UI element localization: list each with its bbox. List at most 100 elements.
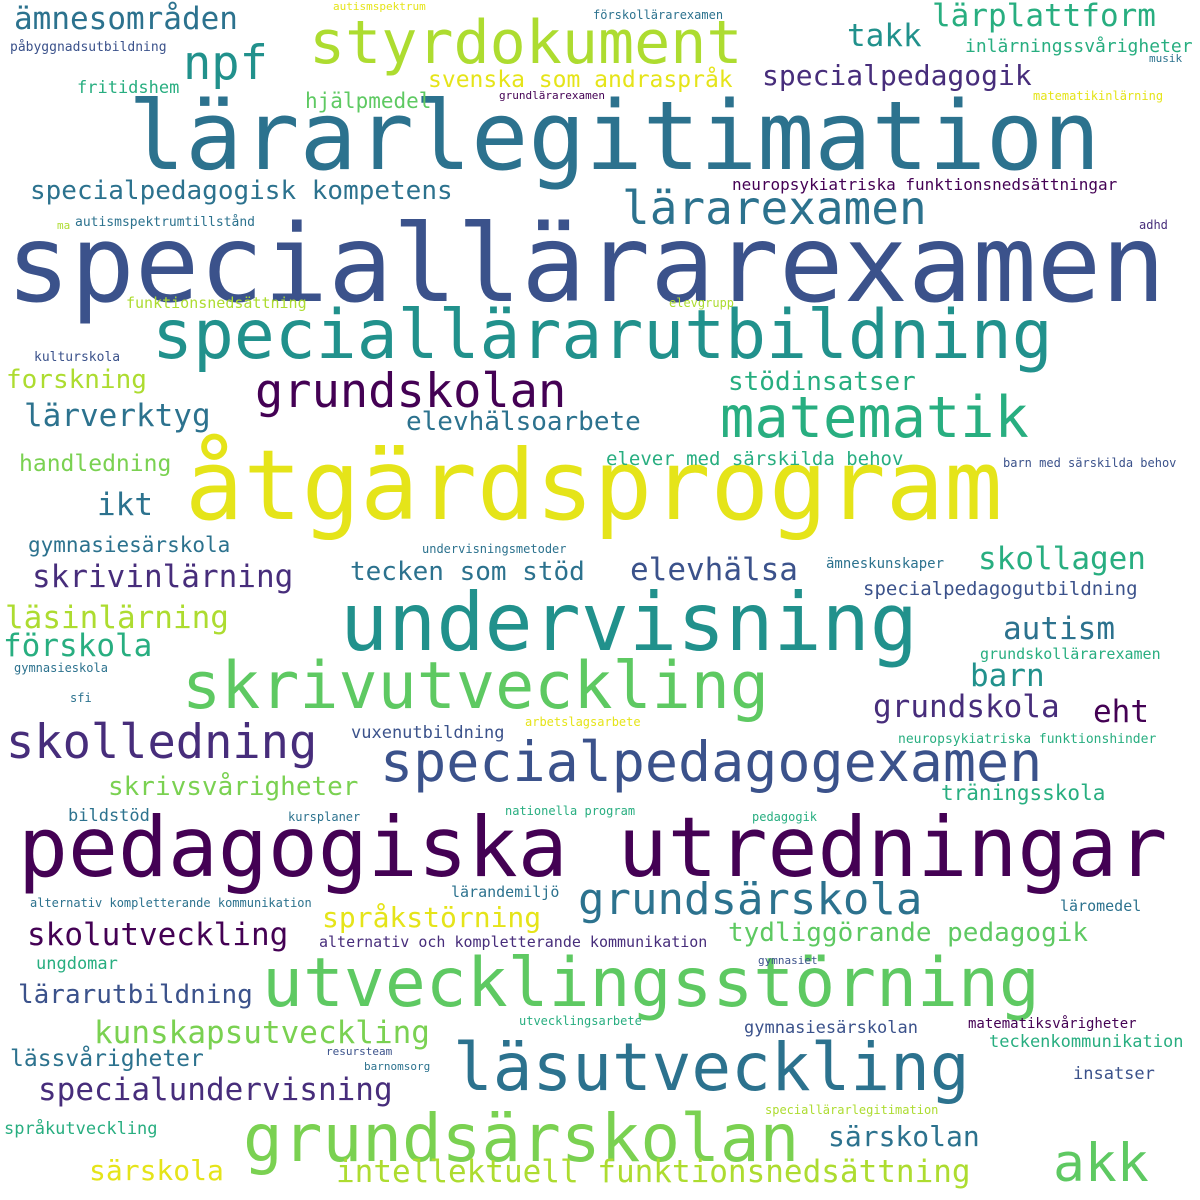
word: gymnasieskola: [14, 661, 108, 675]
word: skolledning: [6, 715, 318, 770]
word: stödinsatser: [728, 367, 916, 397]
word: teckenkommunikation: [989, 1032, 1184, 1052]
word: matematikinlärning: [1033, 89, 1164, 103]
word: läromedel: [1060, 897, 1142, 915]
word: grundskola: [873, 689, 1060, 725]
word: resursteam: [326, 1045, 393, 1058]
word: lärandemiljö: [451, 883, 560, 901]
word: insatser: [1073, 1064, 1155, 1084]
word: neuropsykiatriska funktionsnedsättningar: [732, 175, 1118, 194]
word: pedagogiska utredningar: [18, 799, 1168, 896]
word: elever med särskilda behov: [606, 448, 904, 470]
word: kunskapsutveckling: [94, 1015, 430, 1051]
word: sfi: [70, 691, 92, 705]
word: elevhälsa: [630, 552, 798, 588]
word: förskollärarexamen: [593, 8, 724, 22]
word: elevhälsoarbete: [406, 407, 641, 437]
word: autismspektrumtillstånd: [75, 215, 256, 230]
word: lässvårigheter: [10, 1046, 204, 1072]
word: träningsskola: [941, 781, 1106, 805]
word: språkstörning: [322, 901, 542, 934]
word: specialpedagogexamen: [380, 730, 1043, 794]
word: nationella program: [505, 804, 636, 818]
word: specialundervisning: [38, 1072, 393, 1108]
word: inlärningssvårigheter: [965, 36, 1193, 57]
word: skrivsvårigheter: [108, 772, 359, 802]
word: ikt: [97, 487, 153, 523]
word: fritidshem: [77, 78, 180, 98]
word: elevgrupp: [669, 296, 735, 310]
word: tecken som stöd: [350, 557, 585, 587]
word: pedagogik: [752, 810, 818, 824]
word: lärarutbildning: [18, 980, 253, 1010]
word: barn: [970, 658, 1045, 694]
word: skollagen: [978, 541, 1146, 577]
word: barnomsorg: [364, 1060, 431, 1073]
word: forskning: [6, 365, 147, 395]
word: ämneskunskaper: [826, 556, 945, 572]
word: autismspektrum: [333, 0, 426, 13]
word: grundskollärarexamen: [980, 645, 1161, 663]
word: specialpedagogisk kompetens: [30, 176, 453, 206]
word: autism: [1003, 611, 1115, 647]
word: alternativ kompletterande kommunikation: [30, 896, 312, 910]
word: grundskolan: [255, 364, 567, 419]
word: utvecklingsarbete: [519, 1014, 642, 1028]
word: funktionsnedsättning: [126, 294, 307, 312]
word: vuxenutbildning: [351, 723, 505, 743]
word: lärverktyg: [24, 398, 211, 434]
word: skolutveckling: [27, 917, 289, 953]
word: grundsärskolan: [243, 1100, 800, 1177]
word: undervisningsmetoder: [422, 542, 567, 556]
word: intellektuell funktionsnedsättning: [336, 1154, 971, 1190]
word: undervisning: [340, 576, 918, 669]
word: gymnasiesärskolan: [744, 1018, 918, 1038]
word: grundsärskola: [578, 874, 923, 925]
word: kulturskola: [34, 350, 121, 365]
word: särskola: [89, 1154, 224, 1187]
word: alternativ och kompletterande kommunikat…: [319, 933, 708, 951]
word: bildstöd: [68, 806, 150, 826]
word: språkutveckling: [4, 1119, 158, 1139]
word: grundlärarexamen: [499, 89, 605, 102]
word: läsinlärning: [5, 600, 229, 636]
word: tydliggörande pedagogik: [728, 918, 1089, 948]
word: speciallärarutbildning: [152, 296, 1053, 375]
word: takk: [847, 18, 922, 54]
word: svenska som andraspråk: [428, 67, 733, 93]
word: gymnasiet: [758, 954, 818, 967]
word: specialpedagogutbildning: [863, 578, 1138, 600]
word: läsutveckling: [453, 1029, 970, 1106]
word: utvecklingsstörning: [262, 944, 1040, 1023]
word: speciallärarexamen: [6, 203, 1166, 327]
word: specialpedagogik: [762, 59, 1032, 92]
word: barn med särskilda behov: [1003, 456, 1177, 470]
word: styrdokument: [309, 8, 743, 78]
word: lärarexamen: [622, 181, 927, 235]
word: adhd: [1139, 218, 1168, 232]
word: lärarlegitimation: [128, 82, 1101, 192]
word: matematiksvårigheter: [968, 1016, 1137, 1032]
word: påbyggnadsutbildning: [10, 40, 167, 55]
word: särskolan: [828, 1120, 980, 1153]
word: åtgärdsprogram: [185, 429, 1003, 542]
word: skrivutveckling: [182, 649, 769, 724]
word: matematik: [720, 385, 1029, 451]
word: arbetslagsarbete: [525, 715, 641, 729]
word: musik: [1149, 52, 1183, 65]
word: gymnasiesärskola: [28, 533, 231, 557]
word: handledning: [19, 451, 172, 477]
word: ma: [57, 219, 71, 232]
word: skrivinlärning: [32, 559, 294, 595]
word: speciallärarlegitimation: [765, 1103, 939, 1117]
word: eht: [1093, 694, 1149, 730]
word: ämnesområden: [14, 1, 238, 37]
word: npf: [183, 36, 268, 91]
word: lärplattform: [932, 0, 1156, 34]
word: förskola: [3, 628, 153, 664]
word: neuropsykiatriska funktionshinder: [898, 732, 1157, 747]
word: ungdomar: [36, 954, 118, 974]
word: kursplaner: [288, 810, 361, 824]
word: hjälpmedel: [305, 89, 432, 113]
